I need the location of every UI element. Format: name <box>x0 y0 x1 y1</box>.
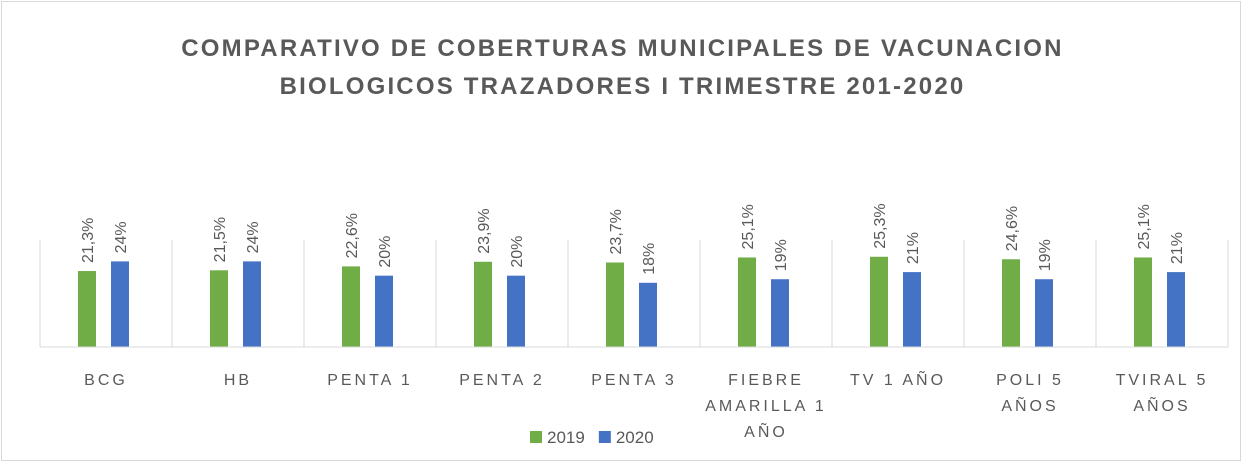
bar <box>474 261 492 347</box>
data-label: 24% <box>113 221 130 253</box>
x-tick-label: POLI 5 AÑOS <box>996 372 1064 415</box>
data-label: 21,5% <box>212 217 229 262</box>
bar <box>870 256 888 347</box>
x-tick-label: PENTA 1 <box>327 372 413 389</box>
x-tick-label: FIEBRE AMARILLA 1 AÑO <box>705 372 827 441</box>
x-tick-label: HB <box>223 372 253 389</box>
data-label: 18% <box>641 243 658 275</box>
legend-label: 2020 <box>616 428 654 447</box>
data-label: 19% <box>773 239 790 271</box>
data-label: 23,7% <box>608 209 625 254</box>
data-label: 25,1% <box>1136 204 1153 249</box>
data-label: 25,1% <box>740 204 757 249</box>
x-tick-label: BCG <box>84 372 128 389</box>
data-label: 21% <box>1169 232 1186 264</box>
data-label: 21,3% <box>80 218 97 263</box>
chart-title: COMPARATIVO DE COBERTURAS MUNICIPALES DE… <box>181 35 1064 100</box>
bar <box>342 266 360 347</box>
x-tick-label: PENTA 2 <box>459 372 545 389</box>
bar <box>243 261 261 347</box>
legend-swatch <box>598 431 611 443</box>
bar <box>111 261 129 347</box>
legend-swatch <box>530 431 542 443</box>
bar <box>1002 259 1020 347</box>
legend-label: 2019 <box>547 428 585 447</box>
bar <box>1167 272 1185 347</box>
data-label: 19% <box>1037 239 1054 271</box>
data-label: 25,3% <box>872 203 889 248</box>
bar <box>1035 279 1053 347</box>
data-label: 24,6% <box>1004 206 1021 251</box>
data-label: 24% <box>245 221 262 253</box>
data-label: 20% <box>509 236 526 268</box>
bar <box>606 262 624 347</box>
bar <box>78 271 96 347</box>
data-label: 21% <box>905 232 922 264</box>
bar <box>1134 257 1152 347</box>
bar <box>507 275 525 347</box>
x-tick-label: TVIRAL 5 AÑOS <box>1115 372 1209 415</box>
bar <box>639 282 657 347</box>
bar <box>210 270 228 347</box>
data-label: 20% <box>377 236 394 268</box>
bar <box>375 275 393 347</box>
x-tick-label: TV 1 AÑO <box>849 372 947 389</box>
x-tick-label: PENTA 3 <box>591 372 677 389</box>
data-label: 23,9% <box>476 208 493 253</box>
bar <box>738 257 756 347</box>
bar <box>771 279 789 347</box>
bar <box>903 272 921 347</box>
data-label: 22,6% <box>344 213 361 258</box>
